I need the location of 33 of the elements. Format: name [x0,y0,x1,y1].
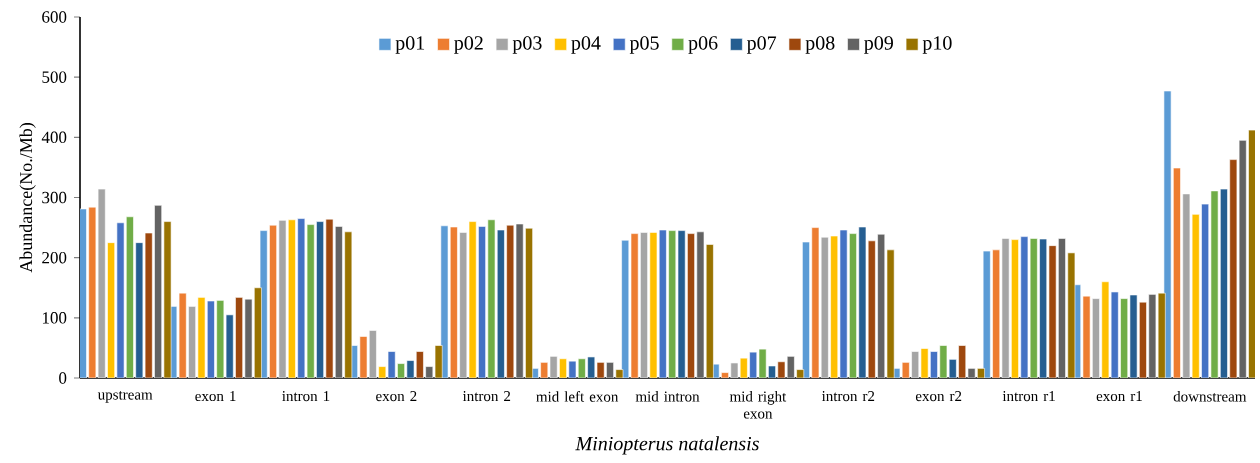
x-tick-label: exon 1 [195,391,236,402]
legend-label: p06 [688,36,718,54]
y-tick-label: 0 [59,372,67,384]
x-tick-label: intron r1 [1002,391,1055,402]
x-tick-label: mid intron [635,391,700,402]
x-tick-label: exon 2 [376,391,417,402]
legend-label: p02 [454,36,483,54]
y-tick-label: 600 [42,11,67,23]
x-tick-label: downstream [1173,391,1247,402]
x-axis-title: Miniopterus natalensis [575,436,759,455]
legend-label: p05 [629,36,659,54]
y-axis-title: Abundance(No./Mb) [19,123,36,273]
y-tick-label: 100 [42,312,67,324]
x-tick-label: intron 1 [282,391,330,402]
x-tick-label: intron r2 [821,391,875,402]
legend-label: p09 [864,36,893,54]
legend-label: p10 [922,36,952,54]
legend-label: p01 [395,36,425,54]
legend-label: p07 [746,36,777,54]
x-tick-label: exon r1 [1096,391,1142,402]
x-tick-label: mid left exon [536,391,619,402]
y-tick-label: 400 [41,131,67,144]
y-tick-label: 300 [42,191,67,204]
legend-label: p08 [805,36,835,54]
x-tick-label: upstream [97,391,153,403]
bar [1248,129,1256,378]
y-tick-label: 200 [42,251,67,264]
x-tick-label: exon r2 [915,391,962,402]
legend-label: p03 [512,36,542,54]
x-tick-label: mid right exon [729,391,787,419]
legend-label: p04 [571,36,601,54]
y-tick-label: 500 [42,71,67,83]
x-tick-label: intron 2 [462,391,511,402]
